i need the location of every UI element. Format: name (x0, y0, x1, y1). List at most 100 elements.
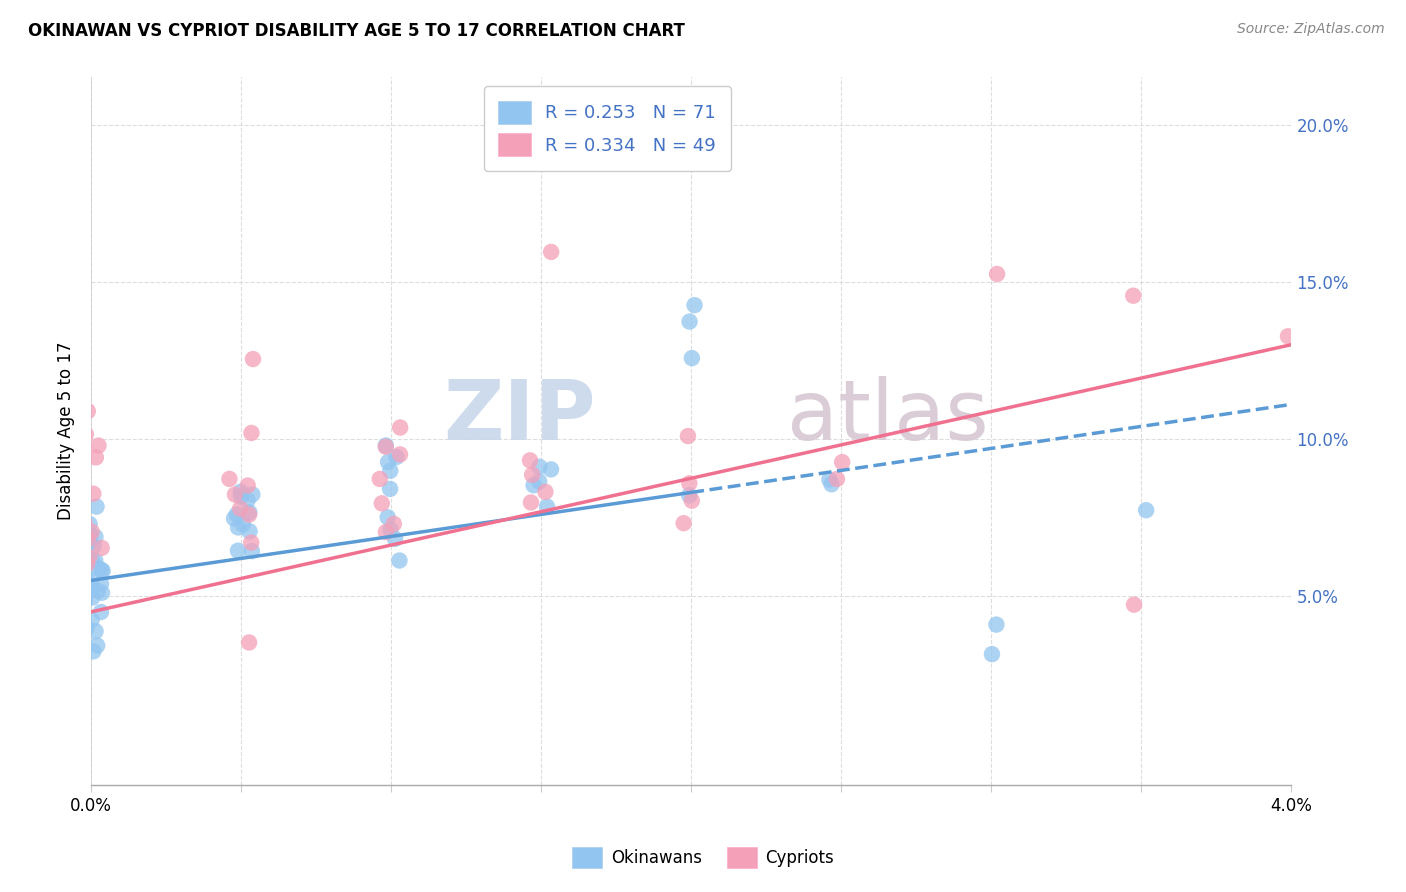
Point (240, 425, 263, 440)
Point (69, 486, 91, 500)
Point (87, 438, 110, 452)
Point (236, 493, 259, 508)
Point (1277, 329, 1299, 343)
Point (389, 420, 412, 434)
Legend: R = 0.253   N = 71, R = 0.334   N = 49: R = 0.253 N = 71, R = 0.334 N = 49 (484, 87, 731, 170)
Point (678, 488, 700, 502)
Point (229, 501, 252, 516)
Point (672, 516, 695, 531)
Point (80, 582, 103, 596)
Point (86, 500, 108, 514)
Point (1123, 598, 1146, 612)
Point (79, 517, 101, 532)
Point (374, 440, 396, 454)
Point (1291, 455, 1313, 469)
Point (90, 576, 112, 591)
Point (229, 484, 252, 499)
Point (76, 557, 98, 571)
Point (69, 417, 91, 432)
Point (389, 447, 412, 461)
Point (90, 541, 112, 555)
Text: Source: ZipAtlas.com: Source: ZipAtlas.com (1237, 22, 1385, 37)
Point (84, 450, 107, 465)
Point (681, 351, 703, 365)
Point (87, 584, 110, 599)
Point (91, 586, 114, 600)
Legend: Okinawans, Cypriots: Okinawans, Cypriots (565, 840, 841, 875)
Point (523, 478, 546, 492)
Point (1122, 289, 1144, 303)
Text: ZIP: ZIP (443, 376, 595, 458)
Point (75, 535, 97, 549)
Point (820, 477, 842, 491)
Point (72, 489, 94, 503)
Point (676, 429, 699, 443)
Point (73, 515, 96, 529)
Point (87, 561, 110, 575)
Point (238, 524, 260, 539)
Point (80, 554, 103, 568)
Point (79, 549, 101, 564)
Point (240, 544, 263, 558)
Point (238, 508, 260, 522)
Point (831, 455, 853, 469)
Point (519, 453, 541, 467)
Point (76, 404, 98, 418)
Point (80, 574, 103, 589)
Point (73, 593, 96, 607)
Point (70, 558, 93, 573)
Point (69, 449, 91, 463)
Point (529, 459, 551, 474)
Point (683, 298, 706, 312)
Point (90, 563, 112, 577)
Point (229, 490, 252, 504)
Point (82, 487, 104, 501)
Point (80, 613, 103, 627)
Y-axis label: Disability Age 5 to 17: Disability Age 5 to 17 (58, 342, 75, 520)
Point (70, 544, 93, 558)
Point (75, 568, 97, 582)
Point (384, 532, 406, 546)
Point (986, 617, 1008, 632)
Point (540, 244, 562, 259)
Point (380, 464, 402, 478)
Point (79, 530, 101, 544)
Point (986, 267, 1008, 281)
Point (84, 530, 107, 544)
Point (77, 537, 100, 551)
Point (69, 134, 91, 148)
Point (77, 532, 100, 546)
Point (76, 621, 98, 635)
Point (225, 508, 247, 522)
Text: OKINAWAN VS CYPRIOT DISABILITY AGE 5 TO 17 CORRELATION CHART: OKINAWAN VS CYPRIOT DISABILITY AGE 5 TO … (28, 22, 685, 40)
Point (80, 524, 103, 539)
Point (226, 543, 249, 558)
Point (84, 553, 107, 567)
Point (86, 639, 108, 653)
Point (981, 647, 1004, 661)
Point (240, 487, 263, 501)
Point (681, 493, 703, 508)
Point (374, 525, 396, 540)
Point (238, 635, 260, 649)
Point (69, 660, 91, 674)
Point (678, 476, 700, 491)
Point (224, 487, 246, 501)
Point (218, 472, 240, 486)
Point (534, 484, 557, 499)
Point (368, 472, 391, 486)
Point (527, 475, 550, 489)
Point (377, 455, 399, 469)
Point (236, 478, 259, 492)
Point (825, 472, 848, 486)
Point (520, 467, 543, 482)
Point (377, 510, 399, 524)
Point (73, 593, 96, 607)
Point (79, 529, 101, 543)
Point (240, 535, 263, 549)
Point (224, 511, 246, 525)
Point (382, 516, 405, 531)
Point (82, 644, 104, 658)
Point (69, 568, 91, 582)
Point (91, 564, 114, 578)
